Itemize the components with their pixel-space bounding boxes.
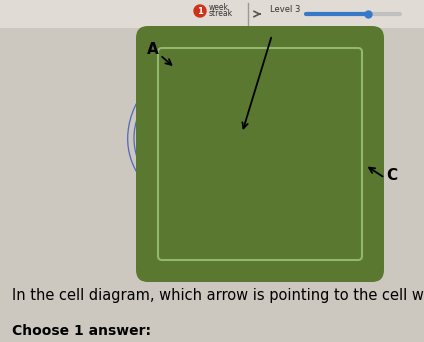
Ellipse shape — [325, 210, 354, 226]
Ellipse shape — [319, 141, 341, 156]
Ellipse shape — [197, 96, 287, 180]
Ellipse shape — [208, 82, 228, 93]
Ellipse shape — [302, 86, 318, 94]
Text: C: C — [386, 169, 398, 184]
Text: week: week — [209, 3, 229, 13]
Circle shape — [300, 75, 310, 85]
Circle shape — [210, 255, 220, 265]
Ellipse shape — [319, 179, 341, 192]
Ellipse shape — [195, 214, 215, 222]
Text: In the cell diagram, which arrow is pointing to the cell wall?: In the cell diagram, which arrow is poin… — [12, 288, 424, 303]
Ellipse shape — [176, 90, 194, 100]
FancyBboxPatch shape — [152, 42, 368, 266]
Ellipse shape — [170, 86, 200, 104]
Text: A: A — [147, 42, 159, 57]
Ellipse shape — [296, 83, 324, 97]
FancyBboxPatch shape — [148, 38, 372, 270]
FancyBboxPatch shape — [144, 34, 376, 274]
Ellipse shape — [184, 101, 212, 115]
Text: Choose 1 answer:: Choose 1 answer: — [12, 324, 151, 338]
Ellipse shape — [190, 104, 206, 112]
Ellipse shape — [181, 251, 195, 259]
Ellipse shape — [177, 248, 199, 262]
Text: streak: streak — [209, 10, 233, 18]
Circle shape — [194, 5, 206, 17]
Ellipse shape — [194, 93, 290, 183]
FancyBboxPatch shape — [136, 26, 384, 282]
Ellipse shape — [255, 150, 355, 246]
Text: 1: 1 — [197, 6, 203, 15]
Ellipse shape — [189, 211, 221, 225]
Circle shape — [265, 75, 275, 85]
Ellipse shape — [331, 214, 349, 222]
FancyBboxPatch shape — [0, 0, 424, 28]
Ellipse shape — [319, 149, 341, 161]
Ellipse shape — [324, 181, 337, 188]
Ellipse shape — [231, 128, 253, 148]
Text: Level 3: Level 3 — [270, 5, 300, 14]
